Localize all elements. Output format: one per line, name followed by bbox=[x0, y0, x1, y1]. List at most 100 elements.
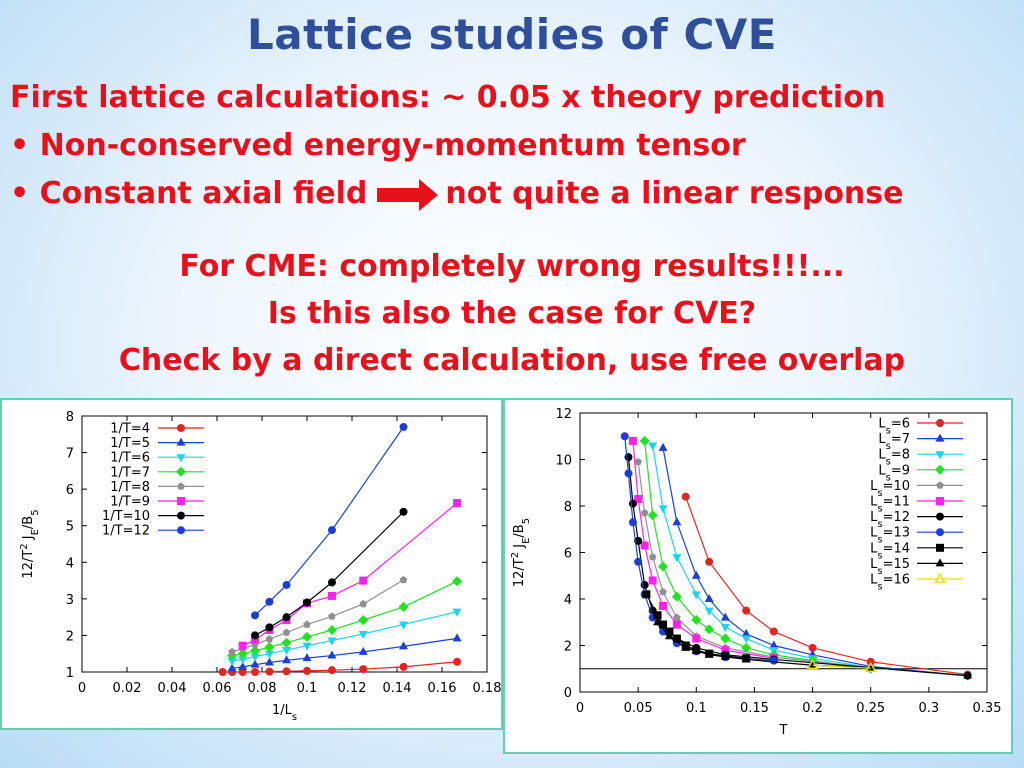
data-point bbox=[358, 615, 369, 626]
center-line-1: For CME: completely wrong results!!!... bbox=[179, 249, 845, 284]
data-point bbox=[659, 627, 668, 636]
y-axis-label: 12/T2 JE/B5 bbox=[19, 509, 41, 578]
data-point bbox=[359, 665, 368, 674]
x-tick-label: 0.25 bbox=[856, 701, 885, 716]
data-point bbox=[704, 594, 714, 602]
x-tick-label: 0.02 bbox=[113, 681, 142, 696]
x-tick-label: 0.3 bbox=[919, 701, 940, 716]
series-1-T-8 bbox=[228, 575, 408, 656]
data-point bbox=[628, 436, 637, 445]
data-point bbox=[359, 599, 368, 608]
data-point bbox=[282, 647, 292, 656]
x-tick-label: 0 bbox=[78, 681, 86, 696]
data-point bbox=[227, 663, 237, 672]
data-point bbox=[282, 655, 292, 664]
series-line bbox=[662, 447, 968, 677]
legend-label: Ls=16 bbox=[870, 573, 910, 593]
data-point bbox=[658, 561, 669, 572]
data-point bbox=[704, 624, 715, 635]
data-point bbox=[628, 518, 637, 527]
first-line: First lattice calculations: ~ 0.05 x the… bbox=[10, 80, 886, 115]
data-point bbox=[358, 646, 368, 655]
bullet-symbol: • bbox=[10, 176, 30, 211]
data-point bbox=[672, 517, 682, 526]
series-line bbox=[645, 594, 747, 659]
data-point bbox=[265, 597, 274, 606]
legend-label: Ls=14 bbox=[870, 541, 910, 561]
data-point bbox=[864, 661, 877, 673]
data-point bbox=[742, 606, 751, 615]
data-point bbox=[327, 591, 336, 600]
data-point bbox=[265, 635, 274, 643]
data-point bbox=[303, 598, 311, 607]
legend-marker bbox=[935, 558, 945, 567]
data-point bbox=[238, 656, 248, 665]
data-point bbox=[452, 633, 462, 642]
data-point bbox=[720, 612, 730, 621]
slide-title: Lattice studies of CVE bbox=[247, 10, 777, 59]
data-point bbox=[302, 631, 312, 642]
data-point bbox=[302, 642, 312, 651]
y-tick-label: 2 bbox=[66, 629, 74, 644]
y-tick-label: 8 bbox=[66, 410, 74, 425]
center-line-3: Check by a direct calculation, use free … bbox=[118, 343, 906, 378]
series-line bbox=[812, 664, 871, 669]
x-axis-label: 1/Ls bbox=[272, 703, 297, 723]
data-point bbox=[769, 640, 779, 649]
y-tick-label: 4 bbox=[66, 556, 74, 571]
legend-marker bbox=[177, 511, 185, 520]
data-point bbox=[327, 578, 336, 587]
data-point bbox=[681, 492, 690, 501]
data-point bbox=[721, 646, 730, 655]
data-point bbox=[658, 505, 668, 514]
data-point bbox=[672, 620, 681, 629]
x-tick-label: 0.15 bbox=[740, 701, 769, 716]
right-arrow-icon bbox=[377, 178, 439, 211]
data-point bbox=[282, 580, 291, 589]
data-point bbox=[359, 576, 368, 585]
legend-label: 1/T=4 bbox=[110, 422, 150, 437]
data-point bbox=[327, 666, 336, 675]
chart-left: 0 0.02 0.04 0.06 0.08 0.1 0.12 0.14 0.16 0.18 1 2 3 4… bbox=[19, 410, 502, 723]
data-point bbox=[673, 613, 681, 621]
data-point bbox=[721, 651, 730, 660]
y-tick-label: 7 bbox=[66, 447, 74, 462]
series-line bbox=[231, 637, 458, 669]
y-tick-label: 1 bbox=[66, 666, 74, 681]
data-point bbox=[264, 642, 275, 653]
data-point bbox=[664, 631, 674, 640]
data-point bbox=[452, 608, 462, 617]
data-point bbox=[963, 671, 972, 680]
data-point bbox=[250, 645, 261, 656]
data-point bbox=[453, 499, 462, 508]
data-point bbox=[659, 620, 668, 629]
bullet-2-text-a: Constant axial field bbox=[39, 176, 368, 211]
data-point bbox=[634, 495, 643, 504]
data-point bbox=[399, 621, 409, 630]
data-point bbox=[628, 499, 637, 508]
data-point bbox=[653, 611, 662, 620]
data-point bbox=[624, 469, 633, 478]
data-point bbox=[303, 666, 311, 675]
legend-marker bbox=[936, 481, 944, 489]
data-point bbox=[808, 643, 817, 652]
bullet-symbol: • bbox=[10, 128, 30, 163]
legend-label: Ls=15 bbox=[870, 557, 910, 577]
data-point bbox=[453, 657, 462, 666]
data-point bbox=[720, 633, 731, 644]
data-point bbox=[671, 591, 682, 602]
center-line-2: Is this also the case for CVE? bbox=[267, 296, 757, 331]
data-point bbox=[691, 591, 701, 600]
data-point bbox=[692, 634, 701, 643]
data-point bbox=[704, 607, 714, 616]
legend-marker bbox=[176, 437, 186, 446]
data-point bbox=[250, 653, 260, 662]
data-point bbox=[228, 647, 236, 656]
data-point bbox=[251, 635, 260, 644]
data-point bbox=[399, 641, 409, 650]
data-point bbox=[808, 660, 818, 669]
series-Ls-16 bbox=[806, 658, 877, 673]
legend-marker bbox=[177, 482, 185, 490]
legend-label: Ls=13 bbox=[870, 526, 910, 546]
bullet-2-text-b: not quite a linear response bbox=[445, 176, 904, 211]
